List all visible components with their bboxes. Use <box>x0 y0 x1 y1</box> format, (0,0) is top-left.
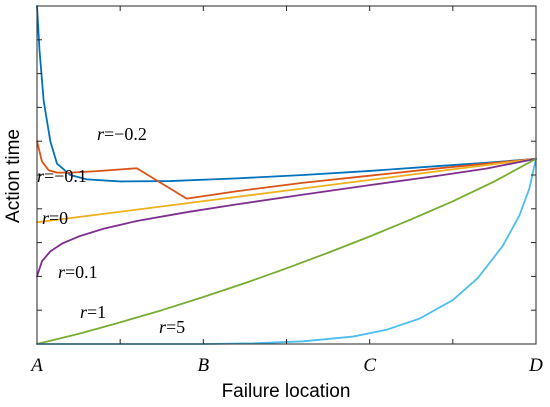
curve-label-5: r=5 <box>159 317 185 337</box>
x-tick-label-A: A <box>29 355 43 376</box>
x-tick-label-D: D <box>528 355 543 376</box>
curve-labels: r=−0.2 r=−0.1 r=0 r=0.1 r=1 r=5 <box>37 124 185 337</box>
x-tick-label-B: B <box>198 355 210 376</box>
series-line-5 <box>36 157 537 345</box>
series-line-1 <box>36 140 537 200</box>
curve-label-3: r=0.1 <box>58 262 98 282</box>
curve-label-2: r=0 <box>42 208 68 228</box>
curve-label-0: r=−0.2 <box>97 124 147 144</box>
curve-label-4: r=1 <box>80 302 106 322</box>
series-line-2 <box>36 157 537 224</box>
y-axis-title: Action time <box>3 129 24 223</box>
x-tick-label-C: C <box>363 355 376 376</box>
ticks-group <box>36 5 537 345</box>
x-tick-labels: A B C D <box>29 355 543 376</box>
curve-label-1: r=−0.1 <box>37 166 87 186</box>
x-axis-title: Failure location <box>222 381 351 402</box>
series-line-3 <box>36 157 537 278</box>
series-line-0 <box>36 5 537 183</box>
series-line-4 <box>36 157 537 345</box>
series-group <box>36 5 537 345</box>
